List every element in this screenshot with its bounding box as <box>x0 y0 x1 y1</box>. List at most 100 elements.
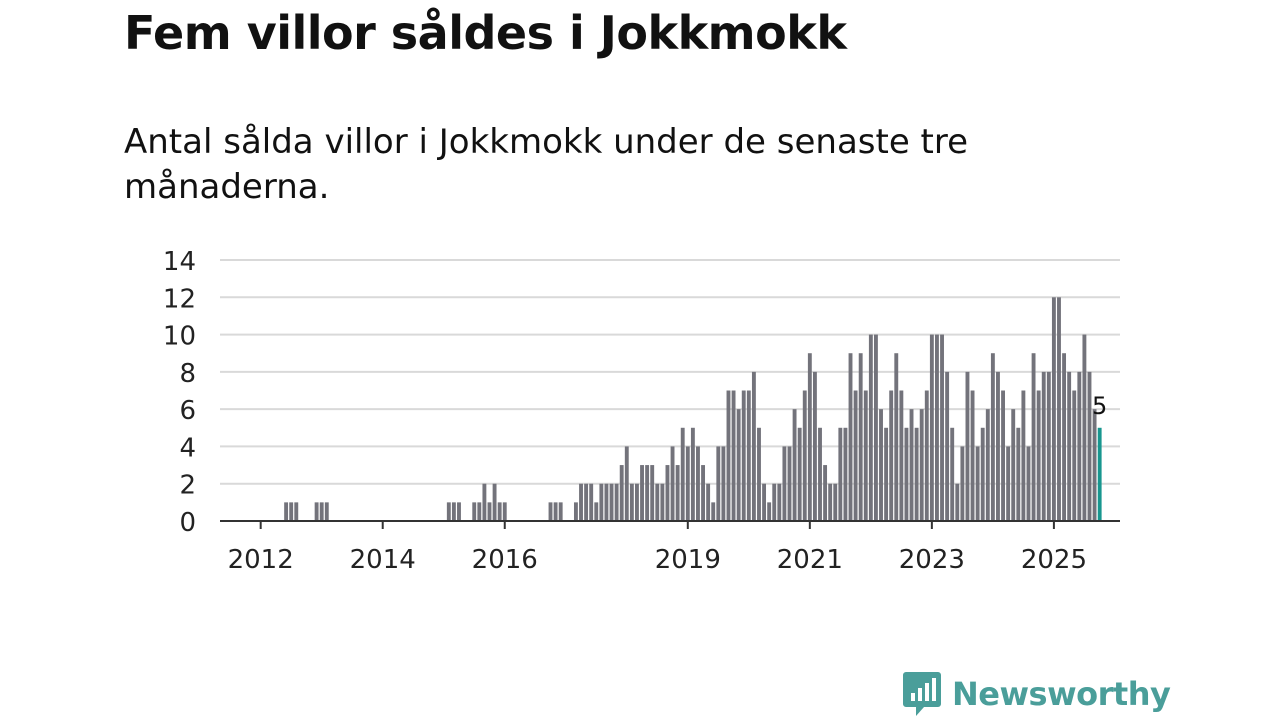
bar <box>670 446 675 521</box>
bar <box>650 465 655 521</box>
y-tick-label-12: 12 <box>163 284 196 314</box>
bar <box>1041 371 1046 521</box>
bar <box>904 427 909 521</box>
bar <box>782 446 787 521</box>
bar <box>635 483 639 521</box>
bar <box>792 409 797 521</box>
bar <box>1057 297 1061 521</box>
x-tick-label-2012: 2012 <box>228 545 294 575</box>
bar <box>884 427 889 521</box>
bar <box>1072 390 1077 521</box>
bar <box>599 483 604 521</box>
bar <box>553 502 558 521</box>
bar <box>812 371 817 521</box>
bar <box>548 502 553 521</box>
bar <box>863 390 868 521</box>
bar <box>853 390 858 521</box>
bar <box>655 483 660 521</box>
bar <box>935 334 939 521</box>
bar <box>472 502 477 521</box>
y-tick-label-2: 2 <box>179 471 196 501</box>
x-tick-label-2023: 2023 <box>899 545 965 575</box>
bar <box>1082 334 1087 521</box>
bar <box>731 390 736 521</box>
bar <box>960 446 965 521</box>
bar <box>909 409 914 521</box>
y-tick-label-0: 0 <box>179 508 196 538</box>
y-tick-label-14: 14 <box>163 247 196 277</box>
bar <box>914 427 919 521</box>
bar <box>868 334 873 521</box>
y-tick-label-10: 10 <box>163 322 196 352</box>
newsworthy-logo-icon <box>903 672 941 716</box>
bar <box>573 502 578 521</box>
bar <box>787 446 792 521</box>
bar <box>665 465 670 521</box>
bar <box>873 334 878 521</box>
bar <box>579 483 583 521</box>
bar <box>289 502 294 521</box>
bar <box>879 409 883 521</box>
bar <box>1001 390 1005 521</box>
bar <box>950 427 955 521</box>
bar <box>680 427 685 521</box>
bar <box>675 465 680 521</box>
bar <box>751 371 756 521</box>
bar <box>1092 409 1097 521</box>
bar <box>1011 409 1016 521</box>
bar <box>1021 390 1026 521</box>
bar <box>609 483 614 521</box>
bar <box>889 390 894 521</box>
bar <box>558 502 563 521</box>
y-tick-label-8: 8 <box>179 359 196 389</box>
x-tick-label-2019: 2019 <box>655 545 721 575</box>
y-tick-label-6: 6 <box>179 396 196 426</box>
bar <box>660 483 665 521</box>
bar <box>736 409 741 521</box>
bar <box>482 483 487 521</box>
bar <box>823 465 828 521</box>
bar <box>1062 353 1067 521</box>
bar <box>1046 371 1051 521</box>
bar <box>711 502 716 521</box>
bar <box>1051 297 1056 521</box>
bar <box>746 390 751 521</box>
bar <box>685 446 690 521</box>
bar <box>990 353 995 521</box>
bar <box>492 483 497 521</box>
bar <box>772 483 777 521</box>
bar <box>319 502 324 521</box>
bar <box>899 390 904 521</box>
bar <box>502 502 507 521</box>
bar <box>802 390 807 521</box>
bar <box>1067 371 1072 521</box>
bar-chart: 0 2 4 6 8 10 12 14 2012 2014 2016 2019 2021 2023 2025… <box>163 247 1120 575</box>
bar <box>797 427 802 521</box>
bar <box>762 483 767 521</box>
bar <box>919 409 924 521</box>
y-axis-ticks: 0 2 4 6 8 10 12 14 <box>163 247 196 538</box>
bar <box>706 483 711 521</box>
bar <box>970 390 975 521</box>
bar <box>965 371 970 521</box>
bar <box>741 390 746 521</box>
gridlines <box>220 259 1120 485</box>
bar <box>1016 427 1021 521</box>
bar <box>940 334 944 521</box>
bar <box>604 483 609 521</box>
bar <box>624 446 629 521</box>
y-tick-label-4: 4 <box>179 433 196 463</box>
x-tick-label-2025: 2025 <box>1021 545 1087 575</box>
bar <box>929 334 934 521</box>
bar <box>594 502 599 521</box>
bar <box>818 427 822 521</box>
x-axis-ticks: 2012 2014 2016 2019 2021 2023 2025 <box>228 521 1087 575</box>
bar <box>1031 353 1036 521</box>
bar <box>1006 446 1011 521</box>
bar <box>1036 390 1041 521</box>
bar <box>294 502 299 521</box>
bar <box>477 502 482 521</box>
bar <box>446 502 451 521</box>
bar <box>833 483 838 521</box>
bar <box>696 446 700 521</box>
